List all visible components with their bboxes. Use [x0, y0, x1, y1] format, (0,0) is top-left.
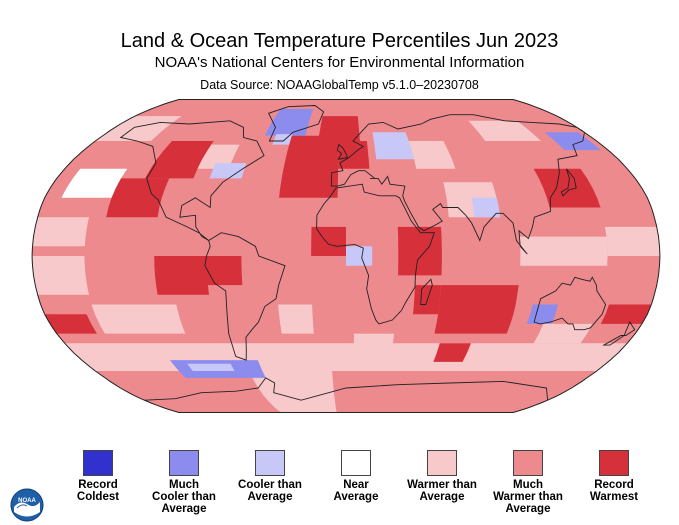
legend-swatch-warmer: [427, 450, 457, 476]
anomaly-region-33: [533, 323, 593, 344]
coastline-australia: [533, 276, 607, 331]
anomaly-region-37: [353, 333, 395, 353]
noaa-logo-text: NOAA: [18, 498, 36, 504]
anomaly-region-41: [255, 352, 291, 371]
legend-item-record-coldest: Record Coldest: [55, 450, 141, 503]
data-source: Data Source: NOAAGlobalTemp v5.1.0–20230…: [200, 78, 479, 92]
anomaly-region-31: [278, 304, 314, 334]
legend-label-record-coldest: Record Coldest: [76, 479, 120, 503]
coastline-greenland: [267, 105, 325, 142]
anomaly-region-9: [209, 163, 247, 179]
legend-label-much-cooler: Much Cooler than Average: [152, 479, 216, 515]
legend-label-record-warmest: Record Warmest: [589, 479, 639, 503]
legend-swatch-record-coldest: [83, 450, 113, 476]
legend-swatch-much-cooler: [169, 450, 199, 476]
legend-item-much-cooler: Much Cooler than Average: [141, 450, 227, 515]
coastline-eurasia: [330, 114, 585, 255]
noaa-logo-icon: NOAA: [10, 488, 44, 522]
legend-item-near-average: Near Average: [313, 450, 399, 503]
coastline-africa: [316, 183, 435, 325]
anomaly-region-35: [44, 314, 97, 334]
legend-label-near-average: Near Average: [333, 479, 379, 503]
anomaly-region-13: [317, 116, 361, 145]
anomaly-region-23: [346, 246, 373, 266]
coastline-uk: [336, 143, 349, 160]
anomaly-region-21: [471, 197, 501, 218]
legend-swatch-cooler: [255, 450, 285, 476]
coastline-madagascar: [420, 278, 433, 305]
anomaly-region-12: [279, 135, 340, 198]
anomaly-region-0: [64, 343, 628, 371]
coastline-new-zealand: [602, 321, 636, 346]
legend-swatch-near-average: [341, 450, 371, 476]
legend-item-warmer: Warmer than Average: [399, 450, 485, 503]
anomaly-region-18: [544, 132, 601, 151]
anomaly-region-29: [197, 256, 243, 286]
anomaly-region-38: [32, 217, 89, 247]
anomaly-region-14: [338, 141, 370, 169]
anomaly-region-1: [248, 371, 337, 413]
legend-swatch-record-warmest: [599, 450, 629, 476]
legend-swatch-much-warmer: [513, 450, 543, 476]
anomaly-region-36: [433, 343, 471, 362]
anomaly-region-27: [32, 256, 89, 295]
anomaly-region-8: [197, 144, 240, 169]
globe-outline: [31, 99, 661, 413]
legend-label-much-warmer: Much Warmer than Average: [493, 479, 563, 515]
page-subtitle: NOAA's National Centers for Environmenta…: [154, 54, 525, 71]
coastline-antarctica: [144, 377, 549, 401]
page-title: Land & Ocean Temperature Percentiles Jun…: [120, 30, 559, 52]
coastline-south-america: [204, 232, 286, 361]
anomaly-region-3: [187, 363, 235, 371]
legend: Record Coldest Much Cooler than Average …: [55, 450, 655, 525]
anomaly-region-7: [145, 141, 214, 179]
anomaly-region-17: [468, 120, 541, 141]
legend-item-cooler: Cooler than Average: [227, 450, 313, 503]
anomaly-region-16: [408, 141, 456, 169]
anomaly-region-6: [106, 178, 170, 218]
anomaly-region-28: [154, 256, 209, 295]
anomaly-region-30: [91, 304, 186, 334]
legend-item-record-warmest: Record Warmest: [571, 450, 657, 503]
anomaly-region-26: [434, 285, 519, 334]
coastline-north-america: [119, 120, 265, 241]
world-map: [31, 99, 661, 413]
anomaly-region-22: [311, 226, 346, 256]
legend-label-warmer: Warmer than Average: [407, 479, 477, 503]
coastline-japan: [560, 168, 577, 197]
legend-item-much-warmer: Much Warmer than Average: [485, 450, 571, 515]
anomaly-region-15: [372, 132, 415, 160]
anomaly-region-39: [605, 226, 660, 256]
legend-label-cooler: Cooler than Average: [238, 479, 302, 503]
anomaly-region-5: [61, 168, 128, 198]
anomaly-region-40: [519, 236, 608, 266]
anomaly-region-34: [600, 304, 652, 324]
anomaly-region-24: [397, 226, 442, 276]
